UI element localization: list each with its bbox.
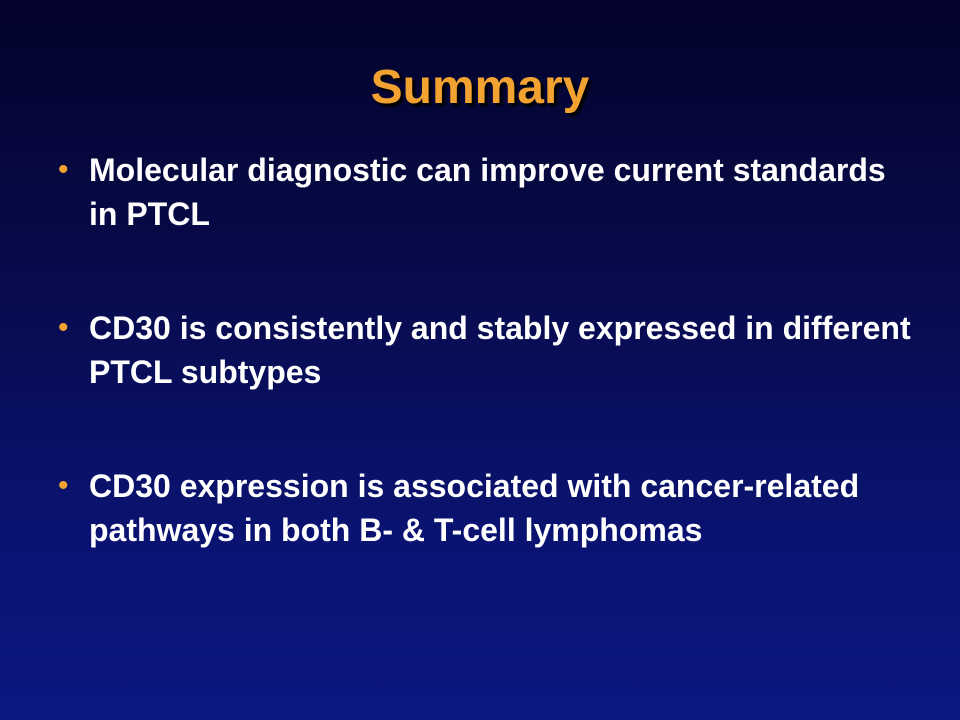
bullet-text: CD30 expression is associated with cance… bbox=[89, 468, 860, 548]
bullet-marker: • bbox=[58, 153, 69, 186]
bullet-list: • Molecular diagnostic can improve curre… bbox=[58, 148, 918, 622]
bullet-text: CD30 is consistently and stably expresse… bbox=[89, 310, 911, 390]
bullet-text: Molecular diagnostic can improve current… bbox=[89, 152, 886, 232]
bullet-marker: • bbox=[58, 469, 69, 502]
bullet-item-3: • CD30 expression is associated with can… bbox=[58, 464, 918, 552]
bullet-item-1: • Molecular diagnostic can improve curre… bbox=[58, 148, 918, 236]
bullet-item-2: • CD30 is consistently and stably expres… bbox=[58, 306, 918, 394]
slide-title: Summary bbox=[370, 61, 590, 114]
bullet-marker: • bbox=[58, 311, 69, 344]
